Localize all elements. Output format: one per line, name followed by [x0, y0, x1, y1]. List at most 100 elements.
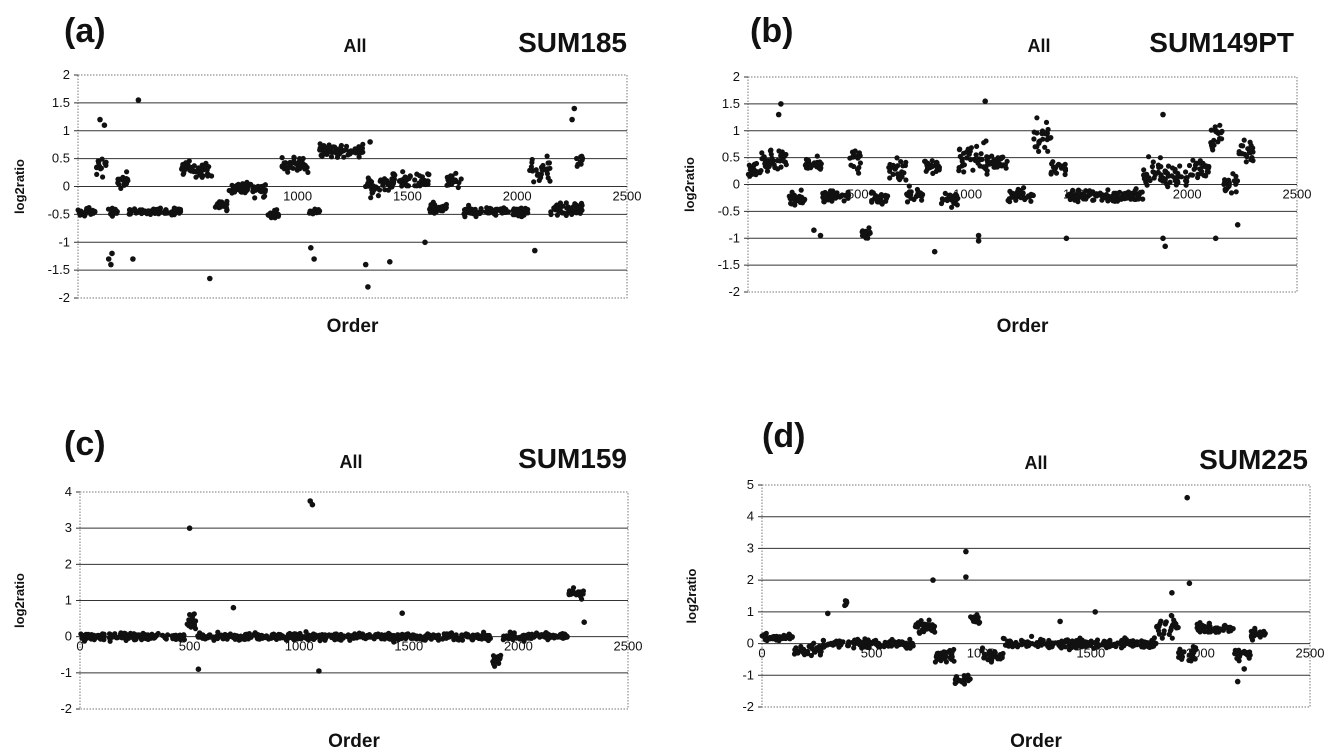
data-point [175, 209, 181, 215]
data-point-outlier [1169, 590, 1175, 596]
data-point [890, 171, 896, 177]
data-point [177, 633, 183, 639]
data-point [809, 642, 815, 648]
data-point [412, 177, 418, 183]
data-point [1136, 196, 1142, 202]
data-point [162, 208, 168, 214]
data-point-outlier [230, 604, 237, 611]
data-point [408, 635, 414, 641]
data-point-outlier [963, 548, 969, 555]
data-point [1186, 657, 1192, 663]
data-point [1062, 161, 1068, 167]
y-tick-label: -1 [60, 665, 72, 680]
data-point [973, 152, 979, 158]
data-point [1061, 165, 1067, 172]
data-point [121, 176, 127, 182]
data-point [1069, 189, 1075, 195]
panel-label: (a) [64, 12, 106, 50]
data-point [1105, 198, 1111, 204]
data-point [808, 652, 814, 659]
data-point [1228, 628, 1234, 634]
chart-title: SUM149PT [1149, 27, 1294, 58]
data-point [325, 144, 332, 150]
data-point [1144, 182, 1150, 188]
data-point [820, 642, 826, 648]
data-point [94, 171, 100, 177]
data-point [473, 213, 479, 220]
data-point [766, 164, 772, 170]
data-point [783, 151, 789, 158]
data-point-outlier [109, 250, 115, 257]
data-point [1158, 618, 1164, 624]
data-point [112, 210, 118, 216]
data-point [753, 172, 759, 178]
data-point [573, 592, 579, 598]
data-point [949, 197, 955, 203]
data-point [770, 634, 777, 640]
data-point [215, 635, 221, 642]
data-point [898, 174, 904, 180]
data-point [486, 633, 492, 639]
data-point-outlier [775, 111, 782, 118]
data-point-outlier [1160, 235, 1166, 242]
data-point [194, 169, 200, 175]
data-point [109, 634, 115, 640]
data-point [1151, 635, 1157, 641]
data-point [563, 200, 569, 206]
data-point-outlier [1241, 666, 1247, 672]
data-point [929, 164, 935, 170]
data-point [1042, 130, 1048, 136]
data-point [1249, 155, 1255, 161]
data-point [577, 210, 583, 216]
data-point [1236, 649, 1242, 655]
data-point [501, 209, 507, 215]
data-point [181, 168, 187, 174]
data-point [974, 158, 980, 164]
data-point [818, 649, 824, 655]
data-point [317, 141, 323, 147]
data-point [1233, 189, 1239, 195]
data-point [1218, 130, 1224, 136]
data-point [523, 209, 529, 215]
data-point [205, 172, 212, 178]
data-point [1200, 627, 1207, 633]
data-point [818, 165, 824, 171]
data-point [285, 631, 291, 637]
data-point [1183, 175, 1189, 181]
data-point [365, 634, 371, 640]
data-point [240, 181, 246, 187]
data-point [900, 641, 906, 648]
y-tick-label: 1 [733, 123, 740, 138]
data-point [82, 211, 88, 217]
data-point [254, 631, 260, 638]
data-point-outlier [1212, 235, 1219, 242]
data-point [1151, 639, 1157, 645]
data-point [1161, 631, 1167, 637]
data-point [400, 634, 407, 640]
data-point [1074, 194, 1080, 200]
data-point [793, 649, 799, 655]
data-point-outlier [316, 668, 322, 674]
y-tick-label: 2 [65, 556, 72, 571]
data-point [1074, 640, 1080, 646]
data-point [1048, 170, 1054, 177]
data-point [759, 156, 765, 162]
data-point [1091, 197, 1097, 203]
data-point [894, 155, 900, 161]
data-point [391, 638, 397, 644]
data-point [924, 626, 930, 632]
data-point [759, 150, 765, 156]
data-point [215, 629, 221, 635]
data-point [1020, 190, 1026, 196]
data-point [963, 673, 969, 679]
data-point [873, 641, 879, 647]
data-point [391, 171, 397, 177]
data-point [399, 183, 405, 189]
data-point [490, 653, 497, 659]
data-point [338, 149, 345, 155]
data-point [1151, 175, 1157, 181]
data-point [1190, 648, 1196, 654]
x-tick-label: 1000 [285, 639, 314, 654]
data-point [856, 150, 862, 156]
y-tick-label: 0 [63, 179, 70, 194]
